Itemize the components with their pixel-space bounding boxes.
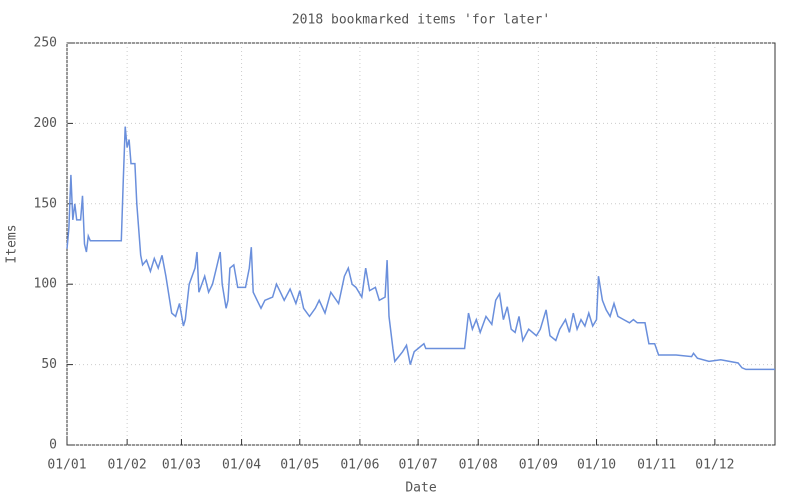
x-axis-label: Date [405,481,436,496]
data-line [66,126,775,371]
y-axis-label: Items [5,224,20,263]
x-tick-label: 01/08 [459,458,498,473]
x-tick-label: 01/06 [340,458,379,473]
plot-frame [66,42,776,446]
x-tick-label: 01/10 [577,458,616,473]
x-tick-label: 01/12 [695,458,734,473]
x-tick-label: 01/03 [162,458,201,473]
x-tick-label: 01/05 [280,458,319,473]
y-tick-label: 200 [34,116,57,131]
y-tick-label: 150 [34,196,57,211]
chart-title: 2018 bookmarked items 'for later' [292,13,550,28]
y-tick-label: 50 [41,357,57,372]
y-tick-label: 0 [49,438,57,453]
x-tick-label: 01/09 [519,458,558,473]
x-tick-label: 01/02 [108,458,147,473]
y-tick-label: 100 [34,277,57,292]
x-tick-label: 01/07 [399,458,438,473]
x-tick-label: 01/04 [222,458,261,473]
y-tick-label: 250 [34,36,57,51]
x-tick-label: 01/11 [637,458,676,473]
x-tick-label: 01/01 [47,458,86,473]
